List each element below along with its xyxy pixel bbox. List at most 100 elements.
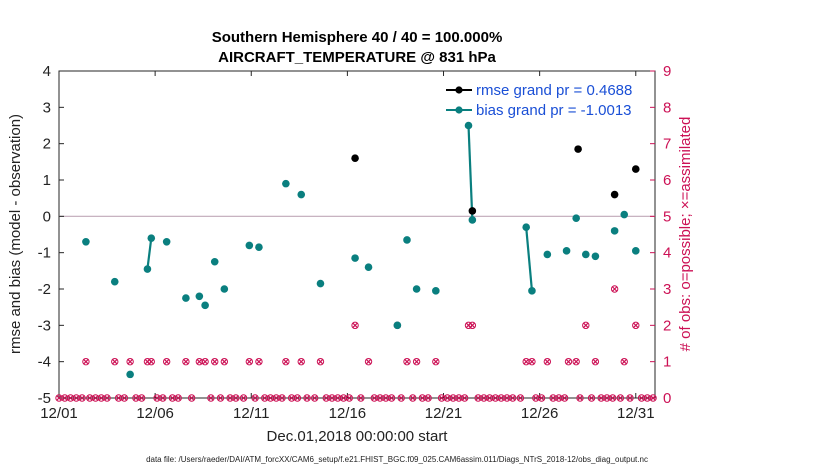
bias-series [82,121,640,379]
obs-count-marker [334,394,342,402]
bias-point [528,287,536,295]
obs-assimilated-marker [56,395,62,401]
y-tick-labels: -5 -4 -3 -2 -1 0 1 2 3 4 [38,63,51,407]
obs-count-marker [245,357,254,366]
obs-count-marker [261,394,269,402]
obs-count-marker [397,394,405,402]
bias-point [201,301,209,310]
rmse-point [631,165,640,173]
legend-rmse-marker [455,86,463,94]
obs-assimilated-marker [638,395,645,401]
obs-assimilated-marker [486,395,493,401]
obs-assimilated-marker [207,395,214,401]
bias-point [245,241,254,250]
obs-assimilated-marker [365,358,372,365]
obs-count-marker [132,394,140,402]
bias-point [620,210,629,219]
obs-count-marker [516,394,525,402]
obs-count-marker [322,394,330,402]
obs-count-marker [549,394,557,402]
x-tick-label: 12/01 [40,405,78,422]
obs-count-marker [497,394,505,402]
obs-assimilated-marker [509,395,516,401]
y-tick-label: -5 [38,390,51,407]
legend-bias-label: bias grand pr = -1.0013 [476,102,632,119]
y-axis-label-right: # of obs: o=possible; ×=assimilated [677,117,694,352]
x-axis-label: Dec.01,2018 00:00:00 start [267,428,449,445]
bias-point [464,121,473,130]
obs-count-marker [316,357,325,366]
obs-count-marker [370,394,379,402]
bias-point [316,279,325,288]
obs-assimilated-marker [304,395,310,401]
bias-point [110,277,119,286]
bias-point [591,252,600,261]
obs-count-marker [528,357,536,366]
obs-count-marker [82,357,90,366]
obs-count-marker [345,394,354,402]
obs-assimilated-marker [115,395,122,401]
bias-point [468,216,477,224]
y-tick-label: -4 [38,354,51,371]
obs-count-marker [287,394,296,402]
obs-assimilated-marker [352,322,359,329]
obs-count-marker [211,357,219,366]
obs-assimilated-marker [632,322,639,329]
y-right-tick-label: 9 [663,63,671,80]
obs-count-marker [278,394,286,402]
obs-count-marker [564,357,573,366]
rmse-point [468,207,477,215]
obs-count-marker [61,394,69,402]
obs-assimilated-marker [279,395,285,401]
obs-count-marker [66,394,75,402]
obs-assimilated-marker [282,358,289,365]
bias-point [220,285,229,293]
obs-count-marker [72,394,81,402]
bias-point [82,237,90,246]
obs-assimilated-marker [127,358,134,365]
obs-assimilated-marker [469,322,476,329]
bias-point [126,370,134,379]
y-tick-label: -1 [38,245,51,262]
obs-assimilated-marker [67,395,74,401]
obs-count-marker [532,394,540,402]
bias-point [581,250,590,259]
obs-count-marker [272,394,280,402]
obs-count-marker [609,394,617,402]
obs-count-marker [503,394,511,402]
obs-assimilated-marker [538,395,545,401]
bias-point [393,321,402,330]
y-tick-label: 3 [43,99,51,116]
obs-count-marker [437,394,446,402]
obs-count-marker [357,394,365,402]
obs-assimilated-marker [357,395,364,401]
obs-count-marker [86,394,94,402]
obs-count-marker [187,394,196,402]
obs-count-marker [220,357,229,366]
obs-count-marker [603,394,611,402]
y-right-tick-labels: 0 1 2 3 4 5 6 7 8 9 [663,63,671,407]
obs-assimilated-marker [61,395,68,401]
obs-assimilated-marker [611,286,618,292]
obs-count-marker [232,394,240,402]
obs-count-marker [555,394,563,402]
obs-count-marker [207,394,215,402]
obs-count-marker [182,357,190,366]
obs-assimilated-marker [523,358,530,365]
obs-assimilated-marker [273,395,280,401]
obs-count-marker [616,394,625,402]
bias-point [182,294,190,302]
x-tick-label: 12/16 [329,405,367,422]
obs-assimilated-marker [340,395,347,401]
obs-assimilated-marker [298,358,305,365]
obs-count-marker [251,394,259,402]
y-tick-label: -2 [38,281,51,298]
obs-count-marker [403,357,411,366]
obs-assimilated-marker [409,395,416,401]
x-tick-label: 12/31 [617,405,655,422]
obs-count-marker [91,394,100,402]
bias-point [255,243,263,252]
obs-assimilated-marker [221,358,228,365]
obs-count-marker [443,394,452,402]
